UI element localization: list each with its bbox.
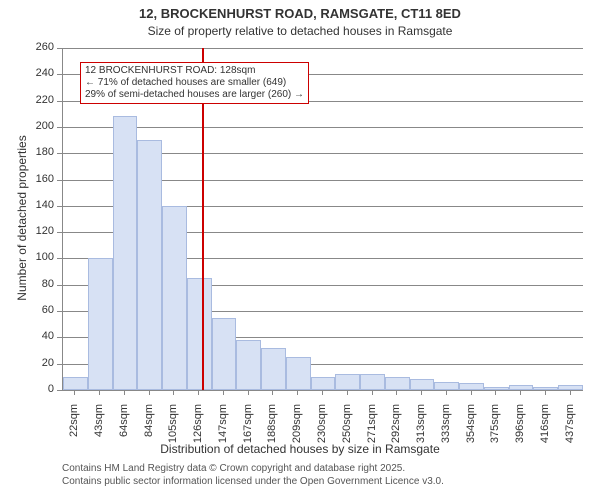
xtick-label: 416sqm <box>539 404 551 504</box>
ytick-label: 20 <box>0 357 54 369</box>
xtick <box>545 390 546 395</box>
xtick-label: 313sqm <box>415 404 427 504</box>
xtick <box>396 390 397 395</box>
ytick-label: 180 <box>0 146 54 158</box>
bar <box>236 340 261 390</box>
bar <box>187 278 212 390</box>
ytick <box>57 364 62 365</box>
xtick-label: 437sqm <box>564 404 576 504</box>
ytick <box>57 48 62 49</box>
xtick <box>124 390 125 395</box>
xtick <box>223 390 224 395</box>
xtick-label: 230sqm <box>316 404 328 504</box>
xtick-label: 84sqm <box>143 404 155 504</box>
xtick <box>495 390 496 395</box>
xtick <box>173 390 174 395</box>
ytick <box>57 390 62 391</box>
ytick <box>57 206 62 207</box>
bar <box>434 382 459 390</box>
ytick-label: 120 <box>0 225 54 237</box>
xtick <box>297 390 298 395</box>
xtick-label: 43sqm <box>93 404 105 504</box>
xtick <box>99 390 100 395</box>
xtick-label: 354sqm <box>465 404 477 504</box>
bar <box>360 374 385 390</box>
bar <box>113 116 138 390</box>
bar <box>335 374 360 390</box>
xtick-label: 333sqm <box>440 404 452 504</box>
bar <box>558 385 583 390</box>
ytick <box>57 74 62 75</box>
annotation-line: ← 71% of detached houses are smaller (64… <box>85 77 304 89</box>
bar <box>311 377 336 390</box>
chart-title: 12, BROCKENHURST ROAD, RAMSGATE, CT11 8E… <box>0 6 600 21</box>
ytick-label: 80 <box>0 278 54 290</box>
annotation-box: 12 BROCKENHURST ROAD: 128sqm← 71% of det… <box>80 62 309 104</box>
xtick-label: 126sqm <box>192 404 204 504</box>
ytick <box>57 127 62 128</box>
bar <box>63 377 88 390</box>
xtick-label: 209sqm <box>291 404 303 504</box>
xtick-label: 188sqm <box>266 404 278 504</box>
ytick <box>57 153 62 154</box>
ytick-label: 260 <box>0 41 54 53</box>
xtick-label: 105sqm <box>167 404 179 504</box>
xtick-label: 64sqm <box>118 404 130 504</box>
xtick <box>471 390 472 395</box>
bar <box>410 379 435 390</box>
ytick-label: 160 <box>0 173 54 185</box>
gridline <box>63 48 583 49</box>
ytick-label: 100 <box>0 251 54 263</box>
bar <box>385 377 410 390</box>
xtick <box>272 390 273 395</box>
xtick <box>74 390 75 395</box>
xtick <box>198 390 199 395</box>
chart-container: 12, BROCKENHURST ROAD, RAMSGATE, CT11 8E… <box>0 0 600 500</box>
ytick <box>57 311 62 312</box>
xtick <box>248 390 249 395</box>
xtick <box>372 390 373 395</box>
bar <box>533 387 558 390</box>
xtick-label: 147sqm <box>217 404 229 504</box>
xtick-label: 292sqm <box>390 404 402 504</box>
xtick-label: 271sqm <box>366 404 378 504</box>
xtick <box>149 390 150 395</box>
ytick <box>57 285 62 286</box>
ytick-label: 200 <box>0 120 54 132</box>
xtick-label: 250sqm <box>341 404 353 504</box>
xtick-label: 167sqm <box>242 404 254 504</box>
y-axis-label: Number of detached properties <box>15 68 29 368</box>
xtick-label: 375sqm <box>489 404 501 504</box>
xtick <box>347 390 348 395</box>
ytick-label: 40 <box>0 330 54 342</box>
xtick-label: 396sqm <box>514 404 526 504</box>
annotation-line: 12 BROCKENHURST ROAD: 128sqm <box>85 65 304 77</box>
xtick <box>520 390 521 395</box>
bar <box>162 206 187 390</box>
chart-subtitle: Size of property relative to detached ho… <box>0 24 600 38</box>
bar <box>88 258 113 390</box>
bar <box>137 140 162 390</box>
annotation-line: 29% of semi-detached houses are larger (… <box>85 89 304 101</box>
xtick <box>570 390 571 395</box>
bar <box>286 357 311 390</box>
ytick <box>57 232 62 233</box>
ytick <box>57 101 62 102</box>
gridline <box>63 127 583 128</box>
ytick-label: 60 <box>0 304 54 316</box>
ytick <box>57 180 62 181</box>
xtick-label: 22sqm <box>68 404 80 504</box>
bar <box>212 318 237 390</box>
xtick <box>421 390 422 395</box>
ytick <box>57 337 62 338</box>
xtick <box>446 390 447 395</box>
ytick-label: 220 <box>0 94 54 106</box>
ytick-label: 240 <box>0 67 54 79</box>
bar <box>261 348 286 390</box>
xtick <box>322 390 323 395</box>
ytick-label: 140 <box>0 199 54 211</box>
bar <box>459 383 484 390</box>
ytick-label: 0 <box>0 383 54 395</box>
ytick <box>57 258 62 259</box>
